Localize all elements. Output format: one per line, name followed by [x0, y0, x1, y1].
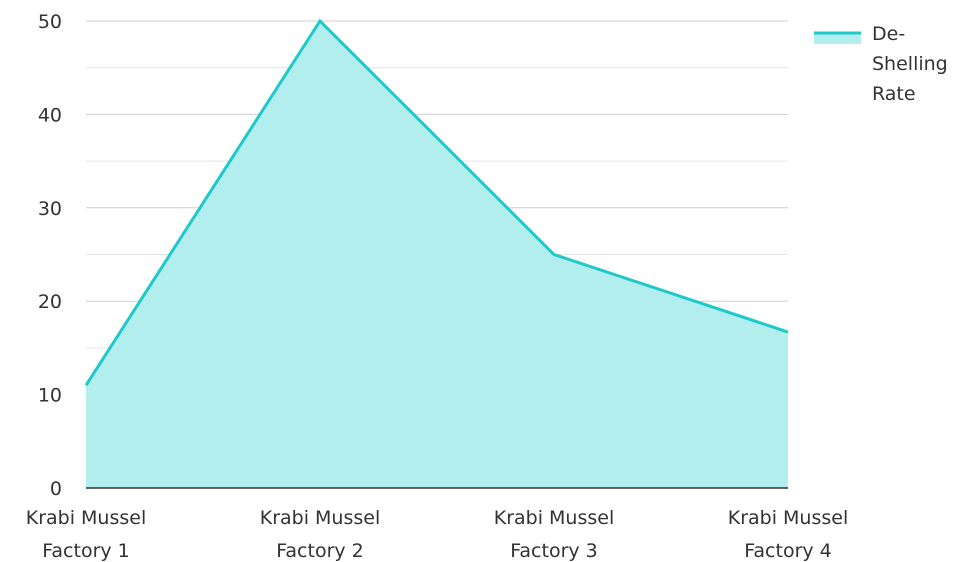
x-tick-label: Krabi Mussel Factory 2: [260, 507, 381, 562]
legend: De-Shelling Rate: [814, 23, 948, 105]
y-tick-label: 10: [38, 385, 62, 407]
x-axis: Krabi Mussel Factory 1 Krabi Mussel Factory…: [26, 487, 849, 562]
x-tick-label: Krabi Mussel Factory 4: [728, 507, 849, 562]
legend-swatch-fill: [814, 32, 861, 44]
y-axis: 0 10 20 30 40 50: [38, 11, 62, 500]
legend-label: De-Shelling Rate: [872, 23, 948, 105]
y-tick-label: 30: [38, 198, 62, 220]
y-tick-label: 0: [50, 478, 62, 500]
y-tick-label: 40: [38, 104, 62, 126]
y-tick-label: 50: [38, 11, 62, 33]
x-tick-label: Krabi Mussel Factory 3: [494, 507, 615, 562]
series-area: [84, 18, 789, 488]
series-area-fill: [86, 21, 788, 488]
y-tick-label: 20: [38, 291, 62, 313]
x-tick-label: Krabi Mussel Factory 1: [26, 507, 147, 562]
series-line: [84, 18, 789, 387]
